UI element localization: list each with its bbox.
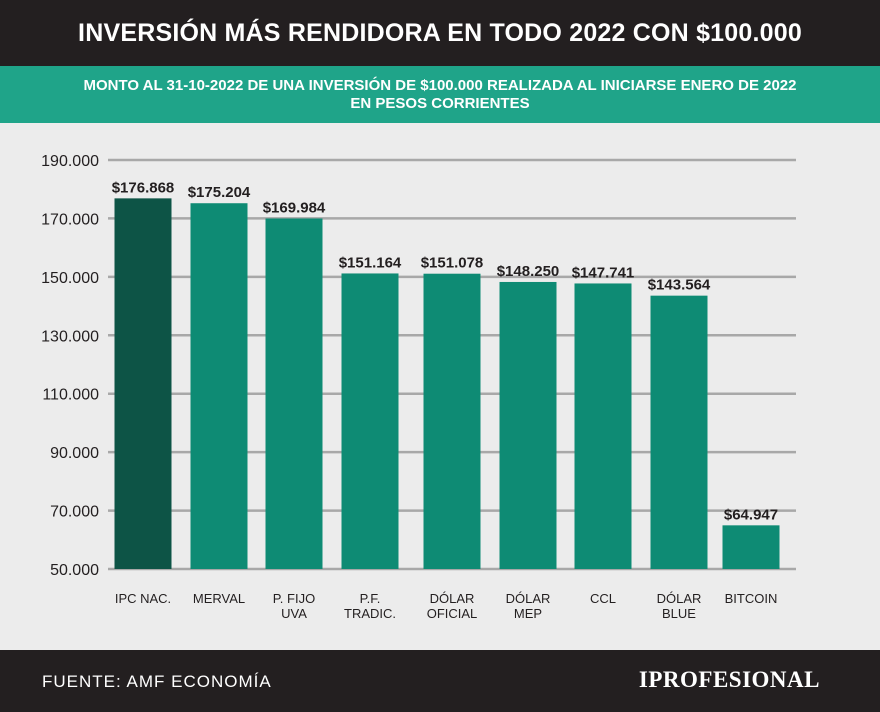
data-label: $169.984 bbox=[263, 199, 326, 216]
bar bbox=[574, 283, 632, 569]
x-tick-label: BITCOIN bbox=[725, 591, 778, 606]
x-tick-label: BLUE bbox=[662, 606, 696, 621]
chart-area: 50.000 70.000 90.000 110.000 130.000 150.000 1… bbox=[0, 123, 880, 650]
data-label: $175.204 bbox=[188, 184, 251, 201]
bar bbox=[190, 203, 248, 569]
x-tick-label: IPC NAC. bbox=[115, 591, 171, 606]
bar bbox=[423, 273, 481, 569]
chart-title: INVERSIÓN MÁS RENDIDORA EN TODO 2022 CON… bbox=[78, 18, 802, 47]
x-tick-label: UVA bbox=[281, 606, 307, 621]
data-label: $151.164 bbox=[339, 254, 402, 271]
bar bbox=[722, 525, 780, 569]
x-tick-label: MERVAL bbox=[193, 591, 245, 606]
x-tick-label: DÓLAR bbox=[506, 591, 551, 606]
x-tick-label: TRADIC. bbox=[344, 606, 396, 621]
bar bbox=[499, 281, 557, 569]
x-tick-label: DÓLAR bbox=[430, 591, 475, 606]
data-label: $64.947 bbox=[724, 506, 778, 523]
y-tick-label: 70.000 bbox=[50, 504, 99, 521]
x-tick-label: DÓLAR bbox=[657, 591, 702, 606]
chart-subtitle-line-1: MONTO AL 31-10-2022 DE UNA INVERSIÓN DE … bbox=[83, 76, 797, 94]
y-tick-label: 150.000 bbox=[41, 270, 99, 287]
data-label: $151.078 bbox=[421, 255, 484, 272]
bar-chart: 50.000 70.000 90.000 110.000 130.000 150.000 1… bbox=[41, 153, 796, 621]
source-note: FUENTE: AMF ECONOMÍA bbox=[42, 672, 272, 691]
x-tick-label: OFICIAL bbox=[427, 606, 478, 621]
data-label: $176.868 bbox=[112, 179, 175, 196]
bar bbox=[650, 295, 708, 569]
x-tick-label: CCL bbox=[590, 591, 616, 606]
y-tick-label: 90.000 bbox=[50, 445, 99, 462]
x-tick-label: P.F. bbox=[360, 591, 381, 606]
bar bbox=[114, 198, 172, 569]
y-tick-label: 110.000 bbox=[42, 387, 99, 404]
bar bbox=[265, 218, 323, 569]
title-bar: INVERSIÓN MÁS RENDIDORA EN TODO 2022 CON… bbox=[0, 0, 880, 66]
data-label: $147.741 bbox=[572, 264, 635, 281]
x-tick-label: MEP bbox=[514, 606, 542, 621]
brand-logo: IPROFESIONAL bbox=[638, 667, 820, 692]
chart-subtitle-line-2: EN PESOS CORRIENTES bbox=[350, 94, 530, 112]
data-label: $148.250 bbox=[497, 263, 560, 280]
y-tick-label: 50.000 bbox=[50, 562, 99, 579]
y-tick-label: 170.000 bbox=[41, 211, 99, 228]
subtitle-bar: MONTO AL 31-10-2022 DE UNA INVERSIÓN DE … bbox=[0, 66, 880, 123]
x-tick-label: P. FIJO bbox=[273, 591, 315, 606]
data-label: $143.564 bbox=[648, 277, 711, 294]
y-tick-label: 130.000 bbox=[41, 328, 99, 345]
footer-bar: FUENTE: AMF ECONOMÍA IPROFESIONAL bbox=[0, 650, 880, 712]
bar bbox=[341, 273, 399, 569]
y-tick-label: 190.000 bbox=[41, 153, 99, 170]
